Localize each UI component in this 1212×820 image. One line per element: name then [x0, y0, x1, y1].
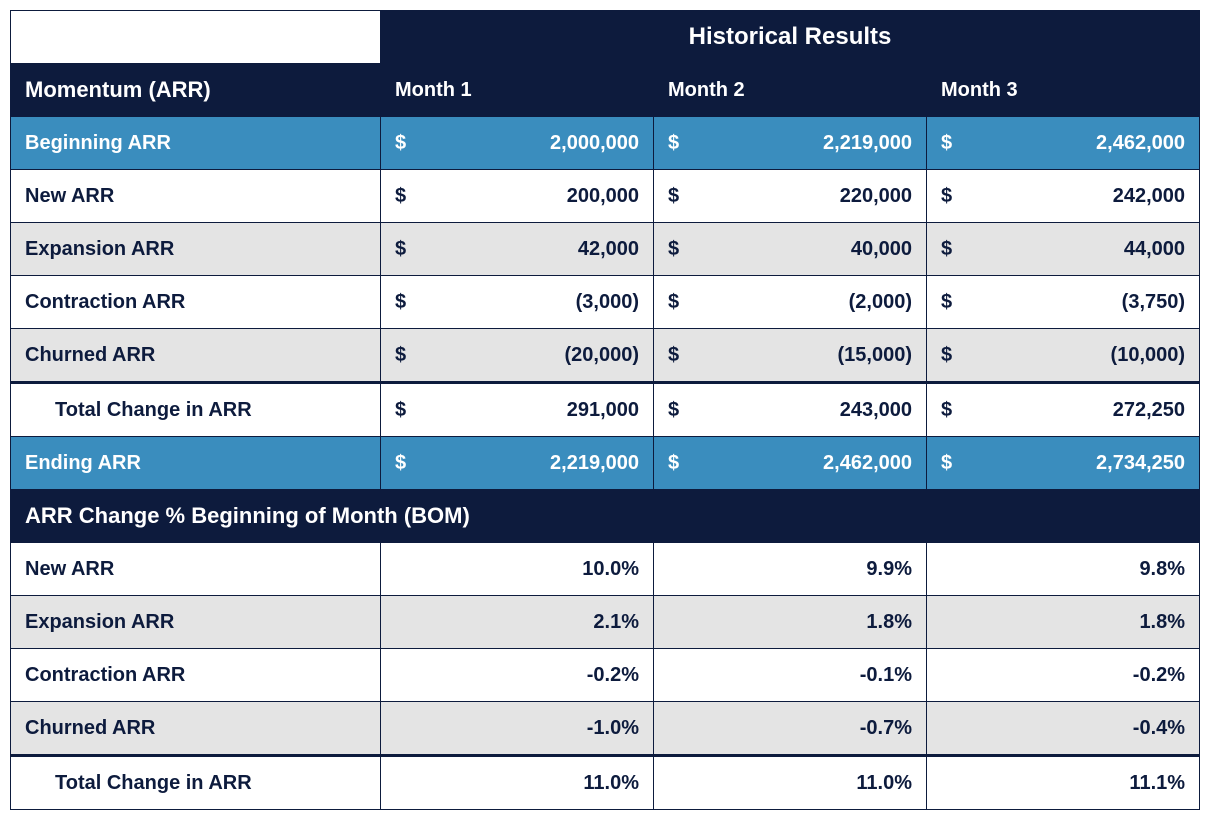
churned-arr-m1: $(20,000) [381, 329, 654, 383]
month1-header: Month 1 [381, 64, 654, 117]
beginning-arr-label: Beginning ARR [11, 117, 381, 170]
row-pct-contraction-arr: Contraction ARR -0.2% -0.1% -0.2% [11, 649, 1200, 702]
row-pct-new-arr: New ARR 10.0% 9.9% 9.8% [11, 543, 1200, 596]
pct-expansion-arr-m2: 1.8% [654, 596, 927, 649]
pct-total-change-m2: 11.0% [654, 756, 927, 810]
pct-churned-arr-m2: -0.7% [654, 702, 927, 756]
new-arr-m2: $220,000 [654, 170, 927, 223]
arr-table: Historical Results Momentum (ARR) Month … [10, 10, 1200, 810]
pct-churned-arr-label: Churned ARR [11, 702, 381, 756]
expansion-arr-m2: $40,000 [654, 223, 927, 276]
row-pct-total-change: Total Change in ARR 11.0% 11.0% 11.1% [11, 756, 1200, 810]
pct-contraction-arr-m2: -0.1% [654, 649, 927, 702]
ending-arr-label: Ending ARR [11, 437, 381, 490]
contraction-arr-label: Contraction ARR [11, 276, 381, 329]
pct-new-arr-m3: 9.8% [927, 543, 1200, 596]
pct-expansion-arr-m3: 1.8% [927, 596, 1200, 649]
month2-header: Month 2 [654, 64, 927, 117]
month3-header: Month 3 [927, 64, 1200, 117]
total-change-arr-m3: $272,250 [927, 383, 1200, 437]
row-section2-header: ARR Change % Beginning of Month (BOM) [11, 490, 1200, 543]
expansion-arr-m1: $42,000 [381, 223, 654, 276]
pct-contraction-arr-label: Contraction ARR [11, 649, 381, 702]
pct-total-change-m1: 11.0% [381, 756, 654, 810]
pct-contraction-arr-m3: -0.2% [927, 649, 1200, 702]
pct-churned-arr-m1: -1.0% [381, 702, 654, 756]
ending-arr-m1: $2,219,000 [381, 437, 654, 490]
row-total-change-arr: Total Change in ARR $291,000 $243,000 $2… [11, 383, 1200, 437]
historical-results-header: Historical Results [381, 11, 1200, 64]
row-churned-arr: Churned ARR $(20,000) $(15,000) $(10,000… [11, 329, 1200, 383]
pct-total-change-m3: 11.1% [927, 756, 1200, 810]
row-new-arr: New ARR $200,000 $220,000 $242,000 [11, 170, 1200, 223]
new-arr-m3: $242,000 [927, 170, 1200, 223]
pct-expansion-arr-label: Expansion ARR [11, 596, 381, 649]
total-change-arr-label: Total Change in ARR [11, 383, 381, 437]
pct-churned-arr-m3: -0.4% [927, 702, 1200, 756]
expansion-arr-label: Expansion ARR [11, 223, 381, 276]
row-pct-churned-arr: Churned ARR -1.0% -0.7% -0.4% [11, 702, 1200, 756]
new-arr-label: New ARR [11, 170, 381, 223]
row-expansion-arr: Expansion ARR $42,000 $40,000 $44,000 [11, 223, 1200, 276]
churned-arr-m3: $(10,000) [927, 329, 1200, 383]
churned-arr-m2: $(15,000) [654, 329, 927, 383]
row-beginning-arr: Beginning ARR $2,000,000 $2,219,000 $2,4… [11, 117, 1200, 170]
header-row-1: Historical Results [11, 11, 1200, 64]
momentum-header: Momentum (ARR) [11, 64, 381, 117]
pct-total-change-label: Total Change in ARR [11, 756, 381, 810]
total-change-arr-m1: $291,000 [381, 383, 654, 437]
pct-expansion-arr-m1: 2.1% [381, 596, 654, 649]
pct-new-arr-m1: 10.0% [381, 543, 654, 596]
churned-arr-label: Churned ARR [11, 329, 381, 383]
new-arr-m1: $200,000 [381, 170, 654, 223]
pct-new-arr-m2: 9.9% [654, 543, 927, 596]
contraction-arr-m1: $(3,000) [381, 276, 654, 329]
row-contraction-arr: Contraction ARR $(3,000) $(2,000) $(3,75… [11, 276, 1200, 329]
contraction-arr-m3: $(3,750) [927, 276, 1200, 329]
pct-contraction-arr-m1: -0.2% [381, 649, 654, 702]
ending-arr-m2: $2,462,000 [654, 437, 927, 490]
empty-corner [11, 11, 381, 64]
pct-new-arr-label: New ARR [11, 543, 381, 596]
header-row-2: Momentum (ARR) Month 1 Month 2 Month 3 [11, 64, 1200, 117]
beginning-arr-m2: $2,219,000 [654, 117, 927, 170]
row-ending-arr: Ending ARR $2,219,000 $2,462,000 $2,734,… [11, 437, 1200, 490]
ending-arr-m3: $2,734,250 [927, 437, 1200, 490]
contraction-arr-m2: $(2,000) [654, 276, 927, 329]
section2-title: ARR Change % Beginning of Month (BOM) [11, 490, 1200, 543]
total-change-arr-m2: $243,000 [654, 383, 927, 437]
beginning-arr-m3: $2,462,000 [927, 117, 1200, 170]
beginning-arr-m1: $2,000,000 [381, 117, 654, 170]
expansion-arr-m3: $44,000 [927, 223, 1200, 276]
row-pct-expansion-arr: Expansion ARR 2.1% 1.8% 1.8% [11, 596, 1200, 649]
